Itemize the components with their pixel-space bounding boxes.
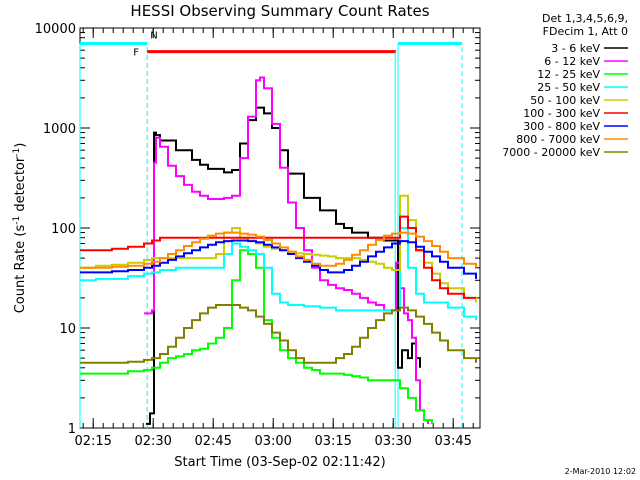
series-line-300-800-kev bbox=[80, 239, 477, 279]
legend-entry-label: 100 - 300 keV bbox=[523, 107, 600, 120]
legend-entry-label: 25 - 50 keV bbox=[537, 81, 600, 94]
y-tick-label: 100 bbox=[51, 222, 76, 237]
x-tick-label: 02:30 bbox=[134, 434, 171, 449]
x-tick-label: 02:45 bbox=[194, 434, 231, 449]
y-axis-label: Count Rate (s-1 detector-1) bbox=[12, 143, 28, 314]
y-tick-label: 10 bbox=[59, 322, 76, 337]
series-line-3-6-kev bbox=[146, 106, 421, 425]
y-tick-label: 1000 bbox=[43, 122, 76, 137]
y-tick-label: 1 bbox=[68, 422, 76, 437]
legend-header: Det 1,3,4,5,6,9, bbox=[542, 12, 628, 25]
series-line-25-50-kev bbox=[80, 227, 477, 321]
y-tick-label: 10000 bbox=[35, 22, 76, 37]
x-axis-label: Start Time (03-Sep-02 02:11:42) bbox=[174, 455, 385, 470]
plot-area bbox=[79, 27, 481, 429]
y-axis-label-end: ) bbox=[13, 143, 28, 148]
series-line-12-25-kev bbox=[80, 249, 433, 424]
series-line-100-300-kev bbox=[80, 215, 476, 299]
y-axis-label-sup1: -1 bbox=[12, 216, 22, 225]
legend-entry-label: 300 - 800 keV bbox=[523, 120, 600, 133]
x-tick-label: 03:15 bbox=[314, 434, 351, 449]
axes: 02:15 02:30 02:45 03:00 03:15 03:30 03:45 1 10 10… bbox=[35, 22, 480, 449]
saa-label: N bbox=[150, 30, 157, 41]
legend-entry-label: 12 - 25 keV bbox=[537, 68, 600, 81]
attenuator-label: F bbox=[133, 48, 139, 59]
series-line-50-100-kev bbox=[80, 194, 477, 303]
x-tick-label: 03:45 bbox=[434, 434, 471, 449]
series-lines bbox=[80, 76, 477, 425]
y-axis-label-mid: detector bbox=[13, 156, 28, 216]
legend-entry-label: 3 - 6 keV bbox=[551, 42, 600, 55]
y-axis-label-main: Count Rate (s bbox=[13, 225, 28, 314]
series-line-800-7000-kev bbox=[80, 231, 477, 269]
x-tick-label: 03:00 bbox=[254, 434, 291, 449]
legend-entry-label: 6 - 12 keV bbox=[544, 55, 600, 68]
footer-date: 2-Mar-2010 12:02 bbox=[565, 467, 636, 476]
x-tick-label: 03:30 bbox=[374, 434, 411, 449]
y-axis-label-sup2: -1 bbox=[12, 148, 22, 157]
x-tick-label: 02:15 bbox=[74, 434, 111, 449]
legend: Det 1,3,4,5,6,9,FDecim 1, Att 0 3 - 6 keV… bbox=[502, 12, 628, 159]
legend-entry-label: 50 - 100 keV bbox=[530, 94, 600, 107]
legend-header: FDecim 1, Att 0 bbox=[543, 25, 628, 38]
legend-entry-label: 7000 - 20000 keV bbox=[502, 146, 600, 159]
chart-title: HESSI Observing Summary Count Rates bbox=[130, 2, 429, 20]
legend-entry-label: 800 - 7000 keV bbox=[516, 133, 600, 146]
series-line-7000-20000-kev bbox=[80, 304, 477, 364]
